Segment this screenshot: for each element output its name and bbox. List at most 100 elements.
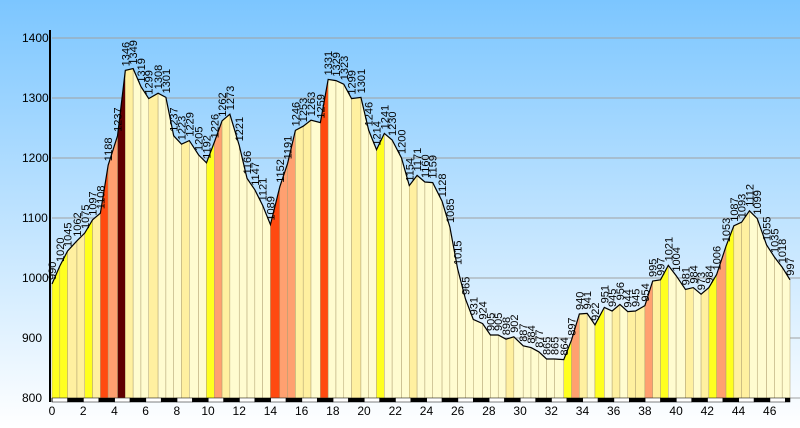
x-tick-label: 8 bbox=[173, 404, 180, 418]
segment bbox=[262, 205, 271, 399]
segment bbox=[635, 305, 646, 399]
value-label: 1241 bbox=[379, 105, 391, 129]
segment bbox=[295, 125, 304, 399]
km-stripe bbox=[707, 397, 724, 403]
segment bbox=[157, 92, 167, 399]
value-label: 1035 bbox=[769, 229, 781, 253]
km-stripe bbox=[753, 397, 770, 403]
value-label: 945 bbox=[631, 289, 643, 307]
value-label: 1259 bbox=[315, 94, 327, 118]
value-label: 1301 bbox=[161, 69, 173, 93]
segment bbox=[668, 264, 677, 399]
segment bbox=[368, 130, 377, 399]
segment bbox=[749, 210, 758, 399]
value-label: 1323 bbox=[339, 56, 351, 80]
value-label: 924 bbox=[478, 301, 490, 319]
segment bbox=[490, 334, 499, 399]
x-tick-label: 32 bbox=[545, 404, 559, 418]
segment bbox=[604, 307, 613, 399]
value-label: 1147 bbox=[250, 162, 262, 186]
segment bbox=[530, 347, 540, 399]
value-label: 1331 bbox=[323, 51, 335, 75]
value-label: 1229 bbox=[184, 112, 196, 136]
km-stripe bbox=[207, 397, 224, 403]
km-stripe bbox=[67, 397, 84, 403]
value-label: 1246 bbox=[364, 102, 376, 126]
value-label: 864 bbox=[559, 337, 571, 355]
x-tick-label: 28 bbox=[482, 404, 496, 418]
y-tick-label: 1400 bbox=[22, 31, 49, 45]
segment bbox=[685, 287, 694, 399]
value-label: 1055 bbox=[762, 217, 774, 241]
y-tick-label: 800 bbox=[22, 391, 42, 405]
value-label: 995 bbox=[648, 259, 660, 277]
km-stripe bbox=[769, 397, 786, 403]
value-label: 902 bbox=[509, 314, 521, 332]
value-label: 1166 bbox=[242, 151, 254, 175]
value-label: 1299 bbox=[144, 70, 156, 94]
segment bbox=[132, 68, 142, 399]
segment bbox=[708, 273, 717, 399]
segment bbox=[206, 142, 215, 399]
value-label: 1308 bbox=[153, 65, 165, 89]
value-label: 1299 bbox=[347, 70, 359, 94]
value-label: 884 bbox=[526, 325, 538, 343]
segment bbox=[181, 140, 190, 399]
km-stripe bbox=[660, 397, 677, 403]
x-tick-label: 10 bbox=[201, 404, 215, 418]
segment bbox=[546, 358, 555, 399]
segment bbox=[700, 287, 710, 399]
x-tick-label: 40 bbox=[669, 404, 683, 418]
km-stripe bbox=[160, 397, 178, 403]
segment bbox=[554, 358, 565, 399]
segment bbox=[76, 232, 86, 399]
km-stripe bbox=[629, 397, 646, 403]
km-stripe bbox=[363, 397, 380, 403]
value-label: 1020 bbox=[55, 238, 67, 262]
value-label: 1192 bbox=[201, 135, 213, 159]
value-label: 951 bbox=[599, 285, 611, 303]
km-stripe bbox=[379, 397, 396, 403]
value-label: 865 bbox=[542, 337, 554, 355]
y-tick-label: 900 bbox=[22, 331, 42, 345]
value-label: 897 bbox=[567, 317, 579, 335]
x-tick-label: 12 bbox=[233, 404, 247, 418]
value-label: 1253 bbox=[298, 98, 310, 122]
km-stripe bbox=[473, 397, 490, 403]
value-label: 1188 bbox=[103, 138, 115, 162]
value-label: 1154 bbox=[404, 158, 416, 182]
segment bbox=[59, 250, 68, 399]
value-label: 887 bbox=[518, 323, 530, 341]
segment bbox=[401, 157, 410, 399]
segment bbox=[441, 201, 451, 399]
segment bbox=[279, 163, 288, 399]
segment bbox=[246, 177, 256, 399]
value-label: 1099 bbox=[752, 190, 764, 214]
value-label: 922 bbox=[590, 302, 602, 320]
value-label: 1349 bbox=[128, 40, 140, 64]
x-tick-label: 20 bbox=[357, 404, 371, 418]
x-tick-label: 24 bbox=[420, 404, 434, 418]
value-label: 1152 bbox=[275, 159, 287, 183]
segment bbox=[513, 336, 524, 399]
segment bbox=[140, 85, 149, 399]
value-label: 1085 bbox=[445, 199, 457, 223]
km-stripe bbox=[51, 397, 68, 403]
segment bbox=[505, 336, 515, 399]
segment bbox=[173, 135, 182, 399]
x-tick-label: 38 bbox=[638, 404, 652, 418]
value-label: 1214 bbox=[372, 121, 384, 145]
value-label: 1273 bbox=[225, 86, 237, 110]
km-stripe bbox=[597, 397, 614, 403]
segment bbox=[84, 218, 93, 399]
segment bbox=[107, 135, 118, 399]
km-stripe bbox=[675, 397, 692, 403]
value-label: 1062 bbox=[72, 212, 84, 236]
segment bbox=[756, 218, 767, 399]
x-tick-label: 16 bbox=[295, 404, 309, 418]
segment bbox=[221, 113, 231, 399]
value-label: 1205 bbox=[194, 127, 206, 151]
value-label: 1112 bbox=[744, 184, 756, 207]
x-tick-label: 22 bbox=[389, 404, 403, 418]
segment bbox=[497, 334, 507, 399]
